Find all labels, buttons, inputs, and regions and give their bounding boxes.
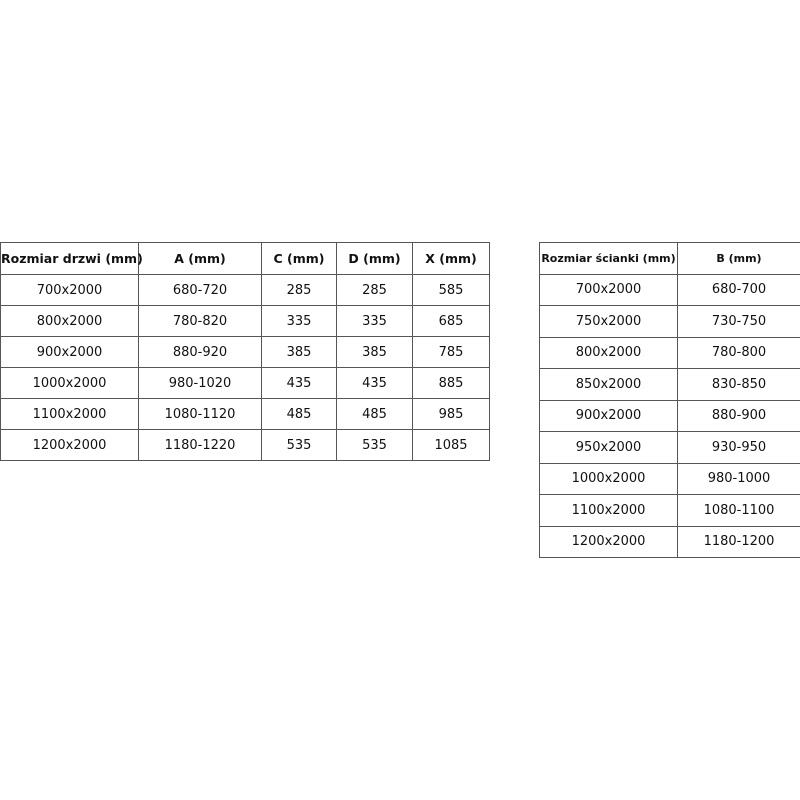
table-row: 1200x2000 1180-1220 535 535 1085: [0, 429, 490, 461]
table-cell: 585: [412, 274, 490, 306]
table-cell: 1180-1200: [677, 525, 800, 558]
table-row: 700x2000 680-720 285 285 585: [0, 274, 490, 306]
table-row: 850x2000 830-850: [539, 368, 800, 401]
table-cell: 485: [261, 398, 337, 430]
table-cell: 930-950: [677, 431, 800, 464]
table-row: 950x2000 930-950: [539, 431, 800, 464]
column-header: Rozmiar drzwi (mm): [0, 242, 143, 275]
table-row: 1200x2000 1180-1200: [539, 525, 800, 558]
table-row: 800x2000 780-820 335 335 685: [0, 305, 490, 337]
table-cell: 385: [336, 336, 413, 368]
table-cell: 850x2000: [539, 368, 678, 401]
table-row: 700x2000 680-700: [539, 273, 800, 306]
table-cell: 950x2000: [539, 431, 678, 464]
table-cell: 385: [261, 336, 337, 368]
table-row: 1100x2000 1080-1100: [539, 494, 800, 527]
table-cell: 880-920: [138, 336, 262, 368]
table-cell: 880-900: [677, 399, 800, 432]
table-cell: 1180-1220: [138, 429, 262, 461]
table-row: 800x2000 780-800: [539, 336, 800, 369]
table-cell: 435: [261, 367, 337, 399]
table-row: 1100x2000 1080-1120 485 485 985: [0, 398, 490, 430]
table-row: 750x2000 730-750: [539, 305, 800, 338]
table-row: 900x2000 880-920 385 385 785: [0, 336, 490, 368]
table-cell: 535: [336, 429, 413, 461]
table-cell: 900x2000: [0, 336, 139, 368]
table-cell: 780-820: [138, 305, 262, 337]
table-cell: 900x2000: [539, 399, 678, 432]
column-header: Rozmiar ścianki (mm): [539, 242, 678, 275]
column-header: C (mm): [261, 242, 337, 275]
column-header: D (mm): [336, 242, 413, 275]
table-cell: 1200x2000: [539, 525, 678, 558]
door-size-table: Rozmiar drzwi (mm) A (mm) C (mm) D (mm) X (m…: [0, 242, 490, 461]
table-cell: 1100x2000: [0, 398, 139, 430]
table-cell: 785: [412, 336, 490, 368]
wall-size-table: Rozmiar ścianki (mm) B (mm) 700x2000 680-7…: [539, 242, 800, 558]
table-cell: 1000x2000: [539, 462, 678, 495]
table-header-row: Rozmiar ścianki (mm) B (mm): [539, 242, 800, 275]
column-header: X (mm): [412, 242, 490, 275]
column-header: A (mm): [138, 242, 262, 275]
column-header: B (mm): [677, 242, 800, 275]
table-cell: 1085: [412, 429, 490, 461]
table-cell: 700x2000: [539, 273, 678, 306]
table-cell: 830-850: [677, 368, 800, 401]
table-row: 1000x2000 980-1020 435 435 885: [0, 367, 490, 399]
table-cell: 485: [336, 398, 413, 430]
table-cell: 285: [261, 274, 337, 306]
table-cell: 685: [412, 305, 490, 337]
table-cell: 1000x2000: [0, 367, 139, 399]
table-cell: 1200x2000: [0, 429, 139, 461]
table-cell: 1100x2000: [539, 494, 678, 527]
table-cell: 335: [336, 305, 413, 337]
table-cell: 680-700: [677, 273, 800, 306]
table-cell: 700x2000: [0, 274, 139, 306]
table-cell: 885: [412, 367, 490, 399]
table-cell: 800x2000: [0, 305, 139, 337]
table-cell: 980-1020: [138, 367, 262, 399]
table-cell: 1080-1120: [138, 398, 262, 430]
table-cell: 680-720: [138, 274, 262, 306]
table-row: 1000x2000 980-1000: [539, 462, 800, 495]
table-cell: 750x2000: [539, 305, 678, 338]
table-cell: 435: [336, 367, 413, 399]
table-cell: 285: [336, 274, 413, 306]
table-cell: 980-1000: [677, 462, 800, 495]
table-cell: 335: [261, 305, 337, 337]
table-row: 900x2000 880-900: [539, 399, 800, 432]
table-cell: 730-750: [677, 305, 800, 338]
table-cell: 800x2000: [539, 336, 678, 369]
table-cell: 1080-1100: [677, 494, 800, 527]
table-cell: 985: [412, 398, 490, 430]
table-cell: 780-800: [677, 336, 800, 369]
table-header-row: Rozmiar drzwi (mm) A (mm) C (mm) D (mm) X (m…: [0, 242, 490, 275]
table-cell: 535: [261, 429, 337, 461]
